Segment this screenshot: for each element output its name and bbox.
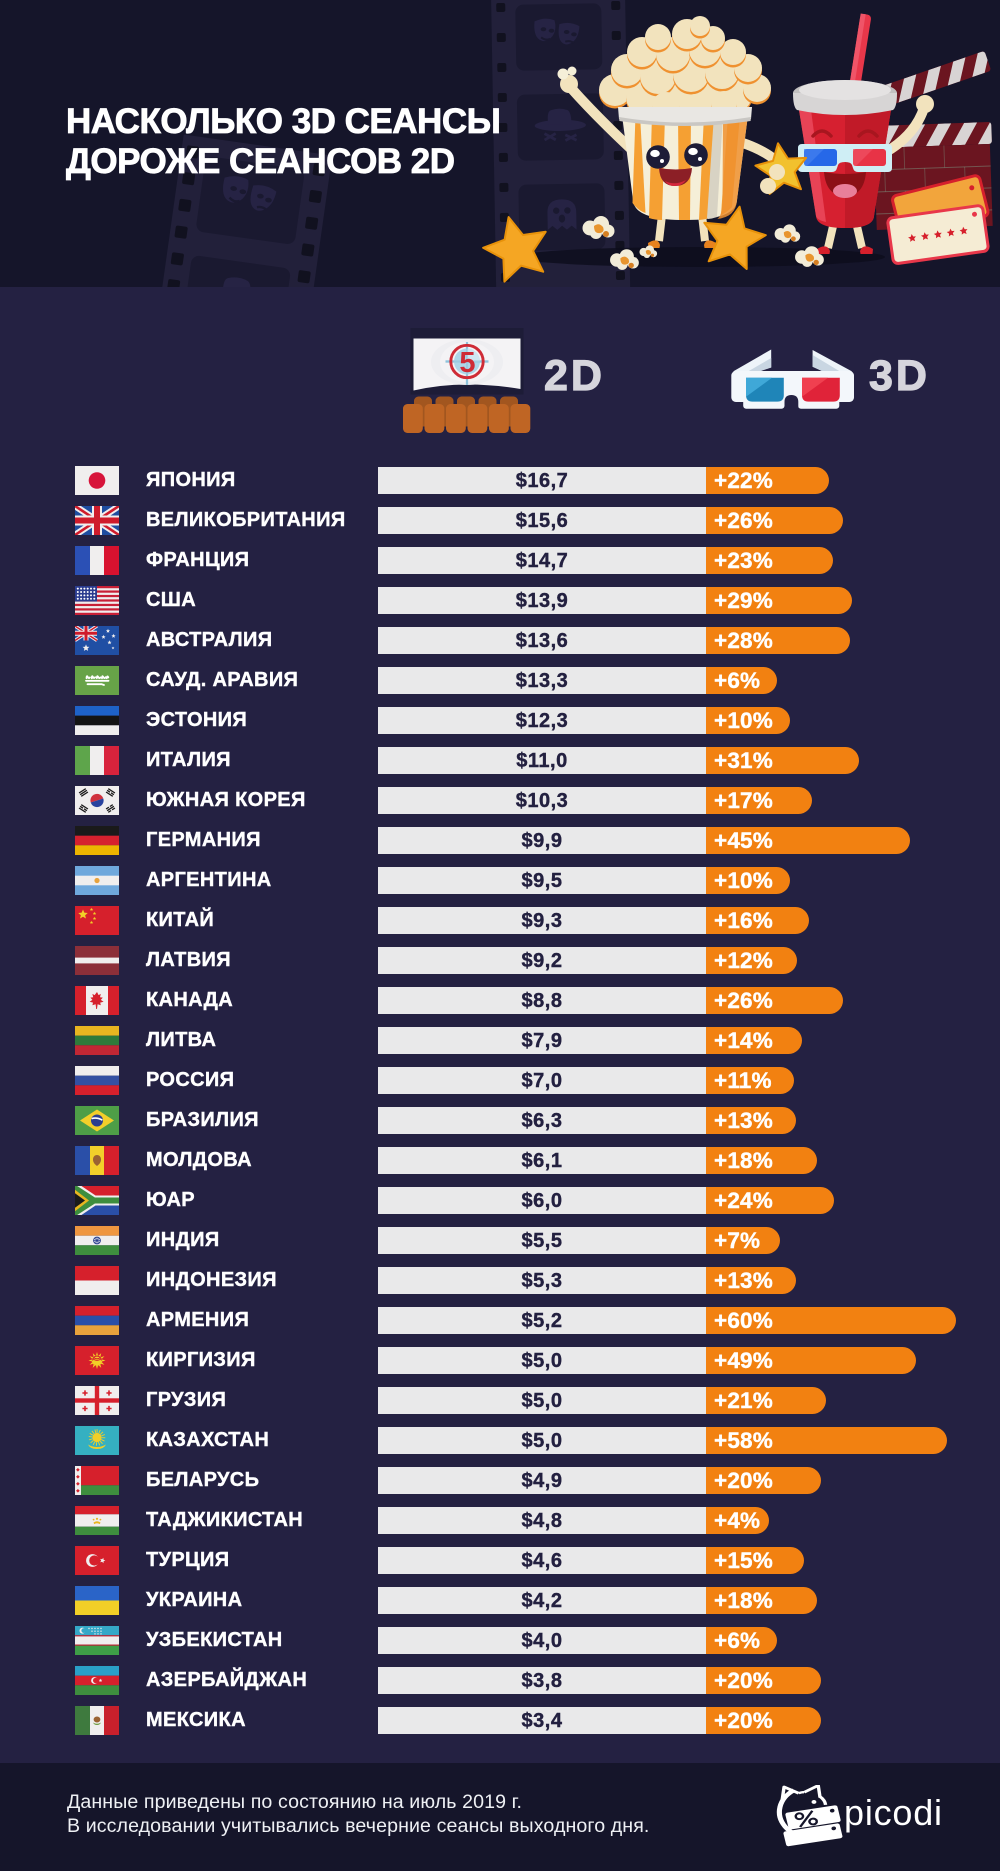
svg-text:5: 5: [459, 347, 475, 379]
